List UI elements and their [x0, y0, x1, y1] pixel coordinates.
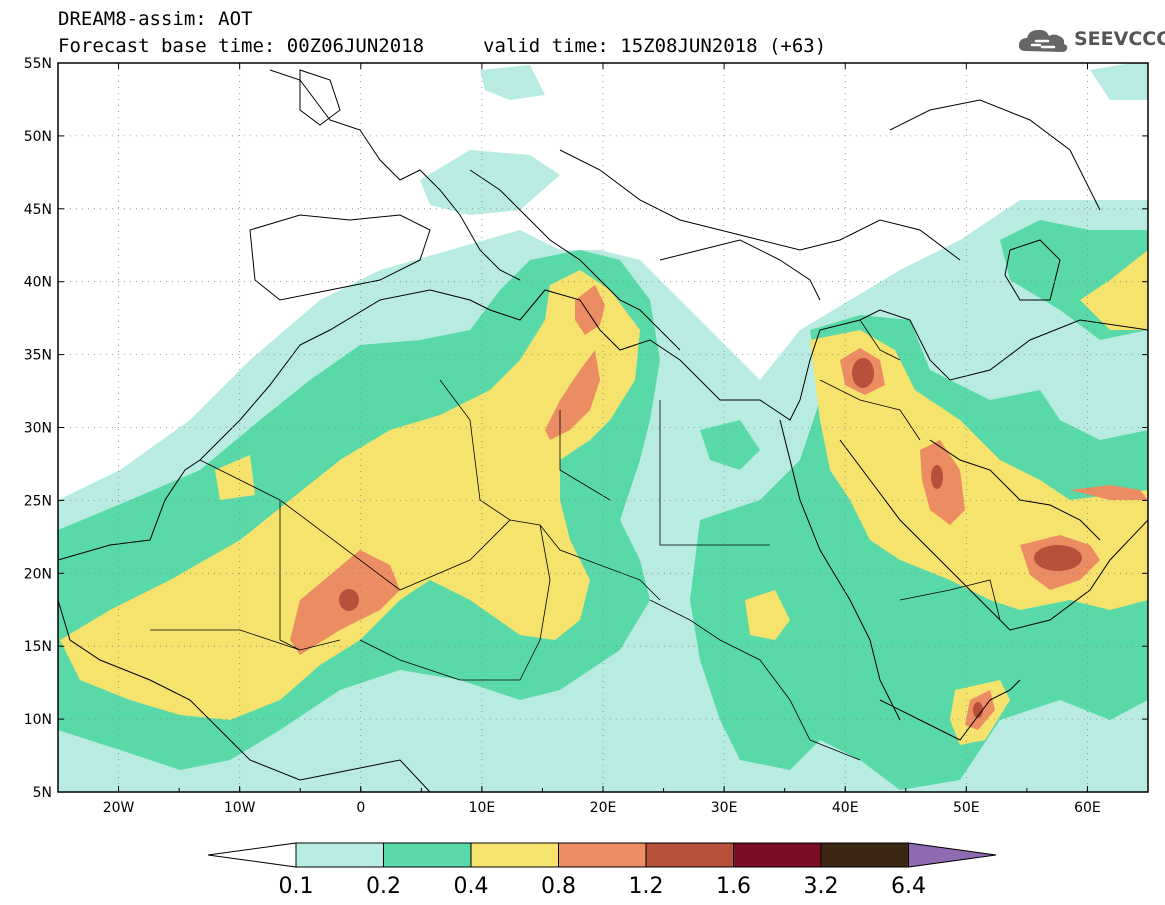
colorbar-label: 0.2	[366, 874, 401, 899]
lat-tick-label: 5N	[33, 785, 52, 801]
colorbar-arrow-low	[207, 842, 297, 868]
valid-time: valid time: 15Z08JUN2018 (+63)	[483, 35, 827, 57]
colorbar-label: 0.8	[541, 874, 576, 899]
colorbar: 0.1 0.2 0.4 0.8 1.2 1.6 3.2 6.4	[207, 842, 997, 899]
axis-ticks	[57, 62, 1149, 793]
colorbar-label: 0.4	[454, 874, 489, 899]
lon-tick-label: 20E	[590, 800, 617, 816]
longitude-axis: 20W 10W 0 10E 20E 30E 40E 50E 60E	[103, 800, 1101, 816]
cloud-icon	[1018, 29, 1068, 52]
colorbar-label: 6.4	[891, 874, 926, 899]
colorbar-cell	[820, 842, 909, 868]
map-title: DREAM8-assim: AOT	[58, 8, 253, 30]
forecast-times: Forecast base time: 00Z06JUN2018 valid ti…	[58, 35, 826, 57]
lon-tick-label: 20W	[103, 800, 135, 816]
base-time: Forecast base time: 00Z06JUN2018	[58, 35, 425, 57]
lat-tick-label: 40N	[24, 275, 52, 291]
lon-tick-label: 50E	[953, 800, 980, 816]
lon-tick-label: 30E	[711, 800, 738, 816]
latitude-axis: 55N 50N 45N 40N 35N 30N 25N 20N 15N 10N 5N	[24, 56, 52, 801]
colorbar-cell	[558, 842, 647, 868]
lat-tick-label: 45N	[24, 202, 52, 218]
colorbar-cell	[733, 842, 822, 868]
lat-tick-label: 15N	[24, 639, 52, 655]
logo-text: SEEVCCC	[1074, 28, 1165, 50]
colorbar-label: 3.2	[804, 874, 839, 899]
lat-tick-label: 30N	[24, 421, 52, 437]
colorbar-cell	[645, 842, 734, 868]
lon-tick-label: 10E	[469, 800, 496, 816]
colorbar-cell	[470, 842, 559, 868]
colorbar-arrow-high	[908, 842, 997, 868]
colorbar-cell	[295, 842, 384, 868]
lon-tick-label: 40E	[832, 800, 859, 816]
country-borders	[150, 319, 1001, 761]
colorbar-label: 1.6	[716, 874, 751, 899]
lat-tick-label: 25N	[24, 493, 52, 509]
colorbar-cell	[383, 842, 472, 868]
lat-tick-label: 20N	[24, 566, 52, 582]
lat-tick-label: 55N	[24, 56, 52, 72]
coastlines	[58, 69, 1148, 792]
colorbar-label: 1.2	[629, 874, 664, 899]
lat-tick-label: 50N	[24, 129, 52, 145]
lon-tick-label: 10W	[224, 800, 256, 816]
lat-tick-label: 10N	[24, 712, 52, 728]
lon-tick-label: 60E	[1074, 800, 1101, 816]
aot-band-1.2	[339, 358, 1082, 718]
seevccc-logo: SEEVCCC	[1018, 25, 1165, 55]
colorbar-label: 0.1	[279, 874, 314, 899]
lon-tick-label: 0	[356, 800, 365, 816]
lat-tick-label: 35N	[24, 348, 52, 364]
